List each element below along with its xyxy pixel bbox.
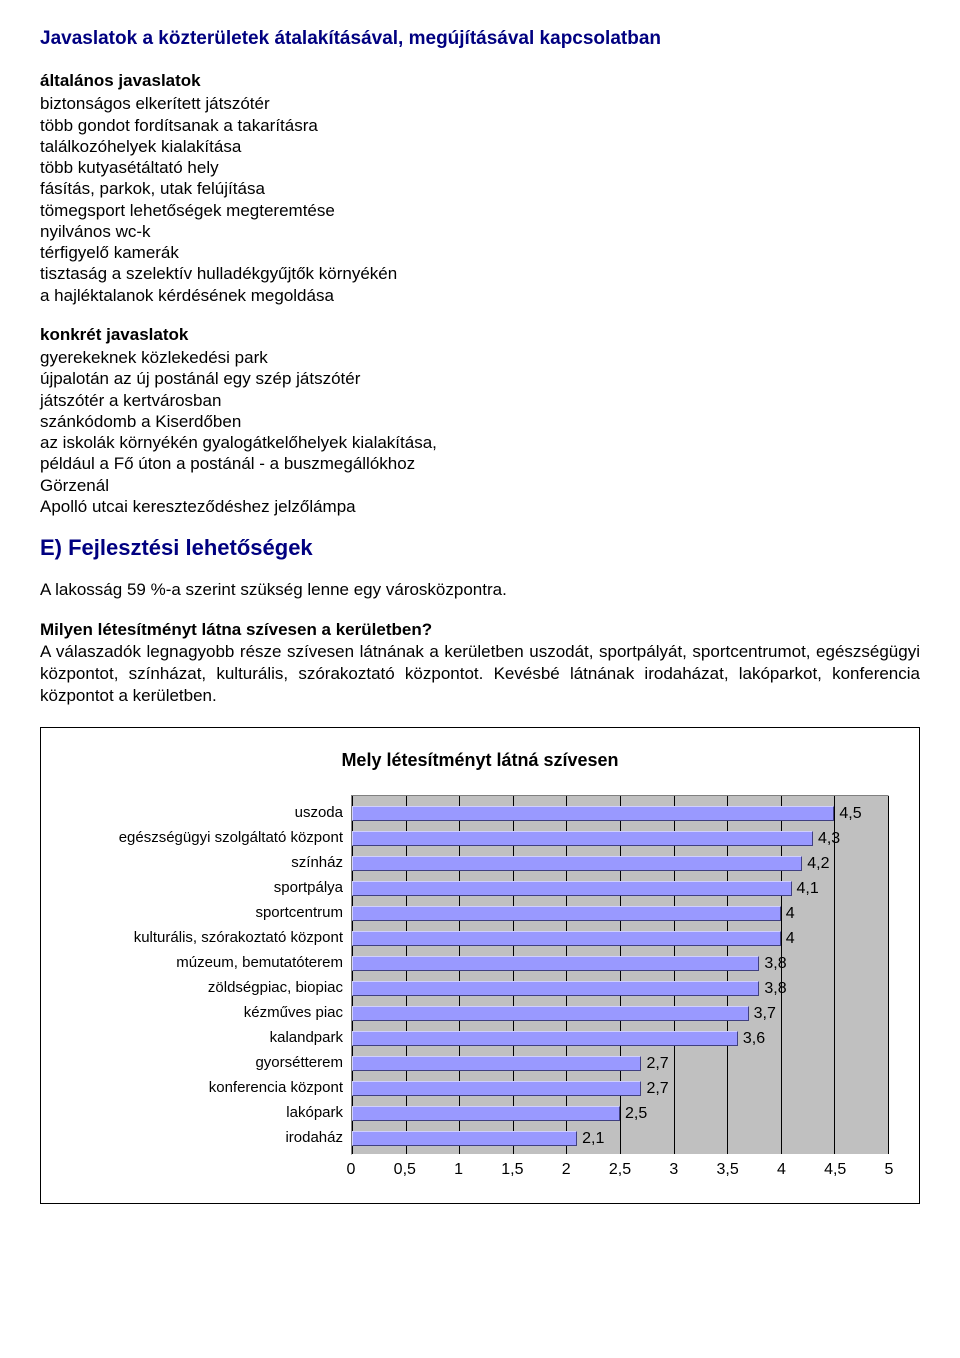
chart-bar: 3,8 bbox=[352, 956, 759, 971]
gridline bbox=[674, 796, 675, 1154]
chart-x-tick: 3 bbox=[669, 1161, 678, 1179]
chart-category-label: uszoda bbox=[71, 800, 351, 825]
list-item: fásítás, parkok, utak felújítása bbox=[40, 178, 920, 199]
list-item: játszótér a kertvárosban bbox=[40, 390, 920, 411]
chart-category-label: sportpálya bbox=[71, 875, 351, 900]
chart-bar: 4 bbox=[352, 906, 781, 921]
chart-bar: 4,3 bbox=[352, 831, 813, 846]
chart-bar-value: 4 bbox=[780, 930, 795, 948]
list-item: több kutyasétáltató hely bbox=[40, 157, 920, 178]
list-item: Apolló utcai kereszteződéshez jelzőlámpa bbox=[40, 496, 920, 517]
chart-x-tick: 3,5 bbox=[716, 1161, 738, 1179]
chart-x-tick: 2,5 bbox=[609, 1161, 631, 1179]
chart-bar: 2,5 bbox=[352, 1106, 620, 1121]
chart-bar-value: 2,7 bbox=[640, 1080, 668, 1098]
chart-container: Mely létesítményt látná szívesen uszodae… bbox=[40, 727, 920, 1204]
gridline bbox=[459, 796, 460, 1154]
chart-x-tick: 4,5 bbox=[824, 1161, 846, 1179]
gridline bbox=[513, 796, 514, 1154]
list-item: újpalotán az új postánál egy szép játszó… bbox=[40, 368, 920, 389]
chart-category-label: kalandpark bbox=[71, 1025, 351, 1050]
chart-title: Mely létesítményt látná szívesen bbox=[71, 750, 889, 771]
gridline bbox=[566, 796, 567, 1154]
paragraph-1: A lakosság 59 %-a szerint szükség lenne … bbox=[40, 579, 920, 601]
list-item: szánkódomb a Kiserdőben bbox=[40, 411, 920, 432]
page-title: Javaslatok a közterületek átalakításával… bbox=[40, 28, 920, 50]
chart-bar-value: 3,7 bbox=[748, 1005, 776, 1023]
chart-y-labels: uszodaegészségügyi szolgáltató központsz… bbox=[71, 795, 351, 1155]
gridline bbox=[352, 796, 353, 1154]
list-item: gyerekeknek közlekedési park bbox=[40, 347, 920, 368]
gridline bbox=[727, 796, 728, 1154]
list-item: több gondot fordítsanak a takarításra bbox=[40, 115, 920, 136]
section-e-heading: E) Fejlesztési lehetőségek bbox=[40, 535, 920, 561]
chart-category-label: kézműves piac bbox=[71, 1000, 351, 1025]
chart-x-tick: 4 bbox=[777, 1161, 786, 1179]
chart-bar: 3,8 bbox=[352, 981, 759, 996]
list-item: térfigyelő kamerák bbox=[40, 242, 920, 263]
chart-x-tick: 2 bbox=[562, 1161, 571, 1179]
chart-bar-value: 4,3 bbox=[812, 830, 840, 848]
list-item: találkozóhelyek kialakítása bbox=[40, 136, 920, 157]
chart-bar-value: 4,2 bbox=[801, 855, 829, 873]
gridline bbox=[888, 796, 889, 1154]
list-item: a hajléktalanok kérdésének megoldása bbox=[40, 285, 920, 306]
chart-bar: 4,1 bbox=[352, 881, 792, 896]
chart-x-tick: 1 bbox=[454, 1161, 463, 1179]
chart-x-axis: 00,511,522,533,544,55 bbox=[351, 1161, 889, 1183]
chart-bar: 4,5 bbox=[352, 806, 834, 821]
chart-bar: 4,2 bbox=[352, 856, 802, 871]
list-item: tisztaság a szelektív hulladékgyűjtők kö… bbox=[40, 263, 920, 284]
chart-plot-area: 4,54,34,24,1443,83,83,73,62,72,72,52,1 bbox=[351, 795, 889, 1155]
chart-category-label: kulturális, szórakoztató központ bbox=[71, 925, 351, 950]
chart-bar-value: 4,5 bbox=[833, 805, 861, 823]
chart-bar-value: 2,1 bbox=[576, 1130, 604, 1148]
chart-category-label: múzeum, bemutatóterem bbox=[71, 950, 351, 975]
chart-category-label: zöldségpiac, biopiac bbox=[71, 975, 351, 1000]
question-heading: Milyen létesítményt látna szívesen a ker… bbox=[40, 620, 432, 639]
list-item: nyilvános wc-k bbox=[40, 221, 920, 242]
chart-category-label: színház bbox=[71, 850, 351, 875]
general-suggestions: általános javaslatok biztonságos elkerít… bbox=[40, 70, 920, 306]
chart-category-label: konferencia központ bbox=[71, 1075, 351, 1100]
chart-category-label: egészségügyi szolgáltató központ bbox=[71, 825, 351, 850]
gridline bbox=[406, 796, 407, 1154]
list-item: az iskolák környékén gyalogátkelőhelyek … bbox=[40, 432, 920, 453]
chart-x-tick: 0,5 bbox=[394, 1161, 416, 1179]
chart-x-tick: 0 bbox=[347, 1161, 356, 1179]
chart-bar-value: 4,1 bbox=[791, 880, 819, 898]
chart-bar-value: 2,5 bbox=[619, 1105, 647, 1123]
chart-bar-value: 3,8 bbox=[758, 955, 786, 973]
gridline bbox=[620, 796, 621, 1154]
chart-category-label: lakópark bbox=[71, 1100, 351, 1125]
list-item: Görzenál bbox=[40, 475, 920, 496]
chart-bar: 3,6 bbox=[352, 1031, 738, 1046]
chart-bar-value: 3,8 bbox=[758, 980, 786, 998]
chart-bar: 4 bbox=[352, 931, 781, 946]
chart-bar: 2,1 bbox=[352, 1131, 577, 1146]
chart-category-label: sportcentrum bbox=[71, 900, 351, 925]
general-heading: általános javaslatok bbox=[40, 70, 920, 91]
chart-bar: 2,7 bbox=[352, 1081, 641, 1096]
chart-category-label: gyorsétterem bbox=[71, 1050, 351, 1075]
chart-bar-value: 3,6 bbox=[737, 1030, 765, 1048]
concrete-suggestions: konkrét javaslatok gyerekeknek közlekedé… bbox=[40, 324, 920, 517]
chart-x-tick: 1,5 bbox=[501, 1161, 523, 1179]
list-item: például a Fő úton a postánál - a buszmeg… bbox=[40, 453, 920, 474]
chart-bar-value: 4 bbox=[780, 905, 795, 923]
paragraph-2: A válaszadók legnagyobb része szívesen l… bbox=[40, 642, 920, 705]
paragraph-2-block: Milyen létesítményt látna szívesen a ker… bbox=[40, 619, 920, 707]
gridline bbox=[834, 796, 835, 1154]
chart-category-label: irodaház bbox=[71, 1125, 351, 1150]
chart-x-tick: 5 bbox=[885, 1161, 894, 1179]
chart-bar: 3,7 bbox=[352, 1006, 749, 1021]
list-item: biztonságos elkerített játszótér bbox=[40, 93, 920, 114]
gridline bbox=[781, 796, 782, 1154]
list-item: tömegsport lehetőségek megteremtése bbox=[40, 200, 920, 221]
chart-bar-value: 2,7 bbox=[640, 1055, 668, 1073]
chart-bar: 2,7 bbox=[352, 1056, 641, 1071]
concrete-heading: konkrét javaslatok bbox=[40, 324, 920, 345]
